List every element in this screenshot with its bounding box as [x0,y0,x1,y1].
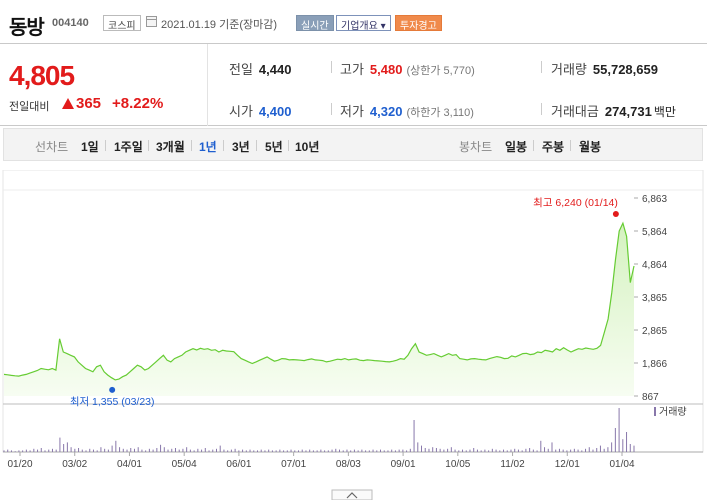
company-overview-dropdown[interactable]: 기업개요 ▾ [336,15,391,32]
change-percent: +8.22% [112,95,164,112]
high-marker [612,211,619,217]
y-tick-label: 5,864 [642,227,667,238]
y-axis-labels: 6,863 5,864 4,864 3,865 2,865 1,866 867 [634,194,667,403]
calendar-icon [146,16,157,27]
market-badge: 코스피 [103,15,141,32]
x-tick-label: 04/01 [117,459,142,470]
quote-date: 2021.01.19 기준(장마감) [161,19,278,31]
lower-limit: (하한가 3,110) [406,107,474,119]
divider [288,140,289,151]
stock-name: 동방 [9,17,45,39]
amount-value: 274,731 [604,104,652,119]
line-chart-label: 선차트 [35,140,69,154]
tab-5y[interactable]: 5년 [265,140,283,154]
price-area [4,223,634,396]
tab-weekly-candle[interactable]: 주봉 [542,140,565,154]
tab-10y[interactable]: 10년 [295,140,320,154]
tab-daily-candle[interactable]: 일봉 [505,140,528,154]
change-amount: 365 [76,95,102,112]
open-price: 시가 4,400 [229,101,291,120]
volume-bars: 거래량 [3,406,687,452]
open-label: 시가 [229,104,253,119]
x-tick-label: 09/01 [391,459,416,470]
volume-label: 거래량 [551,62,587,77]
low-price: 저가 4,320 (하한가 3,110) [340,101,474,120]
divider [223,140,224,151]
x-tick-label: 12/01 [555,459,580,470]
amount-label: 거래대금 [551,104,599,119]
low-annotation: 최저 1,355 (03/23) [70,396,155,408]
investment-warning-badge[interactable]: 투자경고 [395,15,442,32]
volume-value: 55,728,659 [592,62,658,77]
divider [148,140,149,151]
chevron-up-icon [346,492,358,499]
up-arrow-icon [62,98,74,109]
price-chart[interactable]: 6,863 5,864 4,864 3,865 2,865 1,866 867 거래량 01… [0,170,707,500]
current-price: 4,805 [9,60,75,91]
divider [256,140,257,151]
chart-grid [2,170,704,453]
divider [331,61,332,73]
volume: 거래량 55,728,659 [551,59,658,78]
x-tick-label: 03/02 [62,459,87,470]
period-tab-bar: 선차트 1일 1주일 3개월 1년 3년 5년 10년 봉차트 일봉 주봉 월봉 [3,128,703,161]
price-box: 4,805 전일대비 365 +8.22% [0,44,208,126]
y-tick-label: 4,864 [642,260,667,271]
divider [105,140,106,151]
stock-header: 동방 004140 코스피 2021.01.19 기준(장마감) 실시간 기업개… [0,0,707,40]
tab-3y[interactable]: 3년 [232,140,250,154]
chart-frame [2,170,704,453]
tab-monthly-candle[interactable]: 월봉 [579,140,602,154]
realtime-button[interactable]: 실시간 [296,15,334,32]
divider [331,103,332,115]
tab-1y[interactable]: 1년 [199,140,217,154]
divider [533,140,534,151]
low-label: 저가 [340,104,364,119]
tab-1d[interactable]: 1일 [81,140,99,154]
x-tick-label: 07/01 [281,459,306,470]
x-tick-label: 05/04 [172,459,197,470]
stock-code: 004140 [52,17,89,29]
divider [541,61,542,73]
change-label: 전일대비 [9,101,50,113]
volume-legend-swatch [654,407,656,416]
collapse-handle [331,489,373,500]
price-line [3,221,635,381]
volume-legend-label: 거래량 [659,406,687,418]
y-tick-label: 867 [642,392,659,403]
x-tick-label: 06/01 [226,459,251,470]
prev-close-label: 전일 [229,62,253,77]
annotations: 최고 6,240 (01/14) 최저 1,355 (03/23) [70,197,619,500]
x-tick-label: 11/02 [500,459,525,470]
y-tick-label: 1,866 [642,359,667,370]
x-axis-labels: 01/20 03/02 04/01 05/04 06/01 07/01 08/03 09/01… [7,452,635,470]
quote-panel: 4,805 전일대비 365 +8.22% 전일 4,440 고가 5,480 (상한… [0,43,707,126]
divider [541,103,542,115]
trade-amount: 거래대금 274,731 백만 [551,101,676,120]
prev-close-value: 4,440 [258,62,292,77]
low-value: 4,320 [369,104,403,119]
high-value: 5,480 [369,62,403,77]
upper-limit: (상한가 5,770) [406,65,475,77]
prev-close: 전일 4,440 [229,59,291,78]
candle-chart-label: 봉차트 [459,140,493,154]
divider [570,140,571,151]
y-tick-label: 3,865 [642,293,667,304]
high-price: 고가 5,480 (상한가 5,770) [340,59,475,78]
x-tick-label: 01/20 [7,459,32,470]
amount-unit: 백만 [653,105,676,119]
open-value: 4,400 [258,104,292,119]
high-annotation: 최고 6,240 (01/14) [533,197,618,209]
y-tick-label: 6,863 [642,194,667,205]
low-marker [109,386,116,393]
tab-1w[interactable]: 1주일 [114,140,143,154]
x-tick-label: 10/05 [445,459,470,470]
tab-3m[interactable]: 3개월 [156,140,185,154]
x-tick-label: 01/04 [609,459,634,470]
y-tick-label: 2,865 [642,326,667,337]
high-label: 고가 [340,62,364,77]
x-tick-label: 08/03 [336,459,361,470]
divider [191,140,192,151]
